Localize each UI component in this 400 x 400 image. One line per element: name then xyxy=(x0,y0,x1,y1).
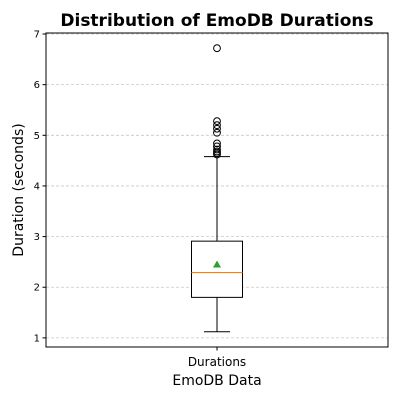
outlier-point xyxy=(213,44,221,53)
x-axis-label: EmoDB Data xyxy=(172,373,261,389)
boxplot xyxy=(191,44,243,333)
outlier-point xyxy=(213,142,221,151)
y-tick-label: 3 xyxy=(34,232,40,243)
outlier-point xyxy=(213,128,221,137)
y-tick-label: 7 xyxy=(34,30,40,41)
outlier-point xyxy=(213,147,221,156)
x-tick-label: Durations xyxy=(188,355,246,369)
y-tick-label: 2 xyxy=(34,283,40,294)
outlier-point xyxy=(213,117,221,126)
outlier-point xyxy=(213,145,221,154)
outlier-point xyxy=(213,139,221,148)
y-tick-label: 6 xyxy=(34,80,40,91)
mean-marker xyxy=(213,260,221,268)
chart-title: Distribution of EmoDB Durations xyxy=(60,11,373,31)
iqr-box xyxy=(191,240,243,298)
y-tick-label: 5 xyxy=(34,131,40,142)
y-tick-label: 1 xyxy=(34,333,40,344)
y-axis: 1 2 3 4 5 6 7 xyxy=(34,30,218,351)
y-tick-label: 4 xyxy=(34,181,40,192)
outlier-point xyxy=(213,121,221,130)
y-axis-label: Duration (seconds) xyxy=(11,123,27,256)
outlier-point xyxy=(213,124,221,133)
